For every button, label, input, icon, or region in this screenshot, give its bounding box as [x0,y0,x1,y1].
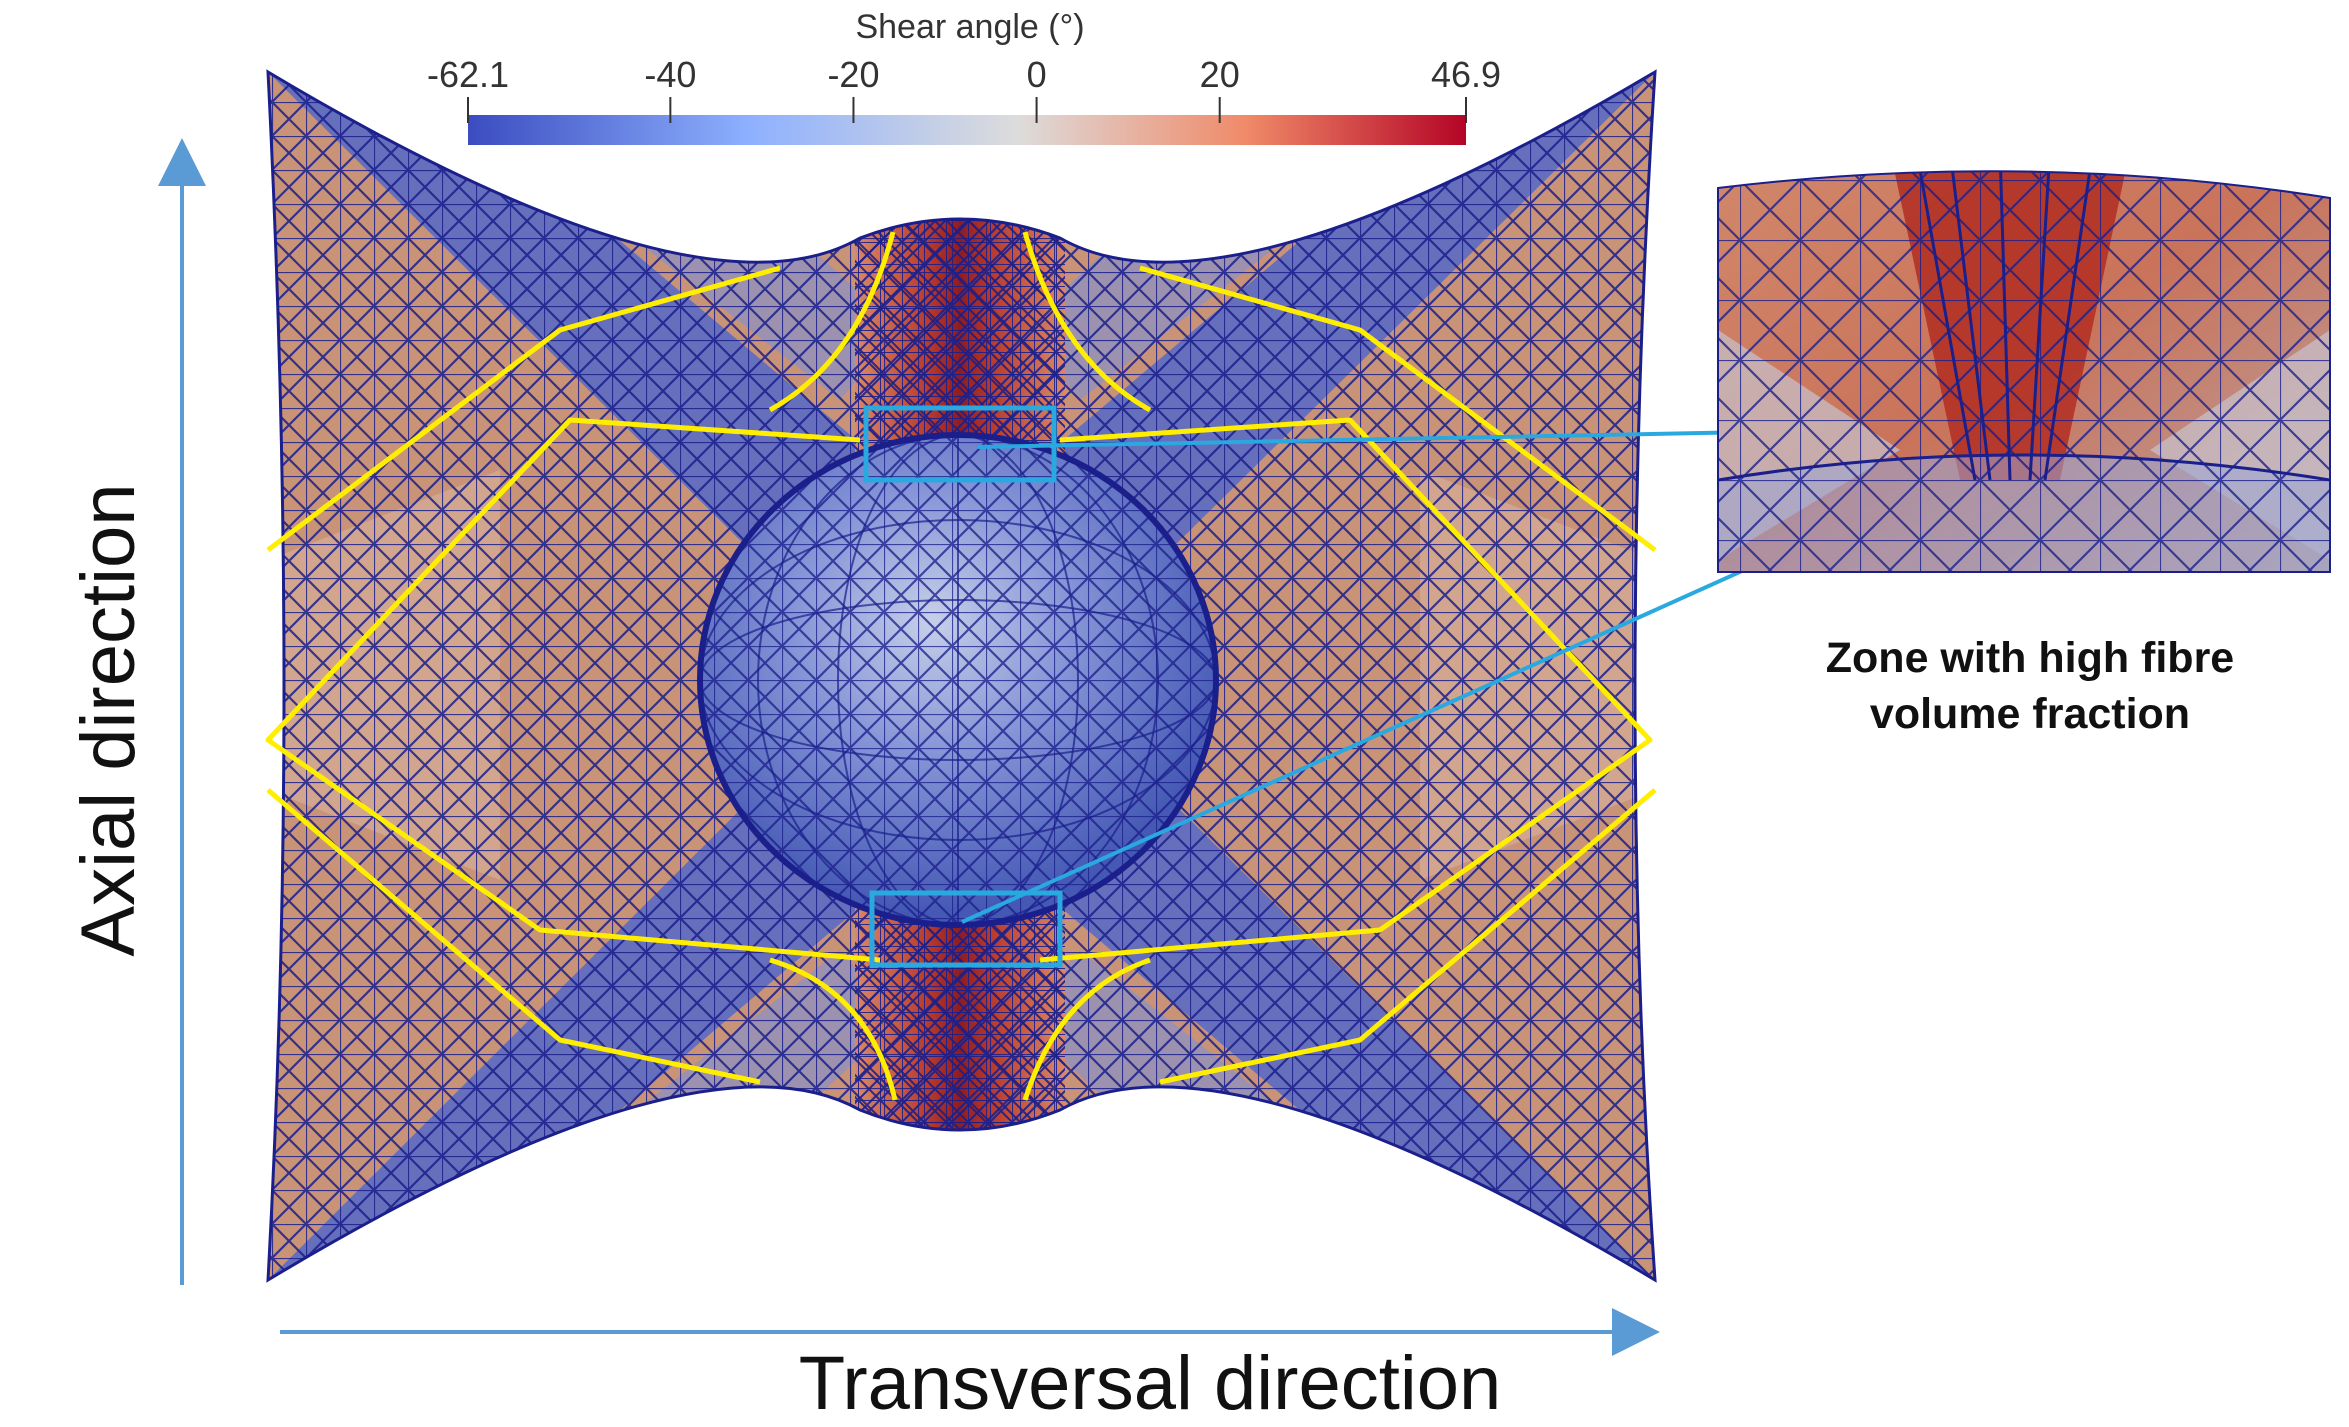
transversal-direction-label: Transversal direction [798,1341,1502,1426]
deformed-sheet [266,69,1657,1283]
yellow-contours [265,231,1657,1101]
contour-outer-right [1139,265,1657,1085]
contour-strip-bottom-right [1022,957,1151,1101]
contour-strip-bottom-left [769,957,898,1101]
colorbar-tick-label: -40 [644,54,696,95]
colorbar-tick-label: 46.9 [1431,54,1501,95]
colorbar-ticks: -62.1 -40 -20 0 20 46.9 [427,54,1501,123]
colorbar-tick-label: -62.1 [427,54,509,95]
colorbar-tick-label: 0 [1027,54,1047,95]
zone-annotation: Zone with high fibre volume fraction [1700,630,2349,742]
zone-annotation-line1: Zone with high fibre [1825,634,2235,682]
contour-inner-left [265,417,881,963]
zone-annotation-line2: volume fraction [1869,690,2191,738]
contour-inner-right [1039,417,1653,963]
colorbar-title: Shear angle (°) [855,8,1084,46]
callout-box-bottom [869,890,1063,968]
colorbar: Shear angle (°) -62.1 -40 -20 0 20 46.9 [427,8,1501,145]
colorbar-tick-label: 20 [1200,54,1240,95]
colorbar-tick-label: -20 [827,54,879,95]
colorbar-gradient [468,115,1466,145]
contour-strip-top-left [768,231,896,413]
contour-strip-top-right [1022,231,1152,413]
contour-outer-left [266,265,781,1085]
axial-direction-label: Axial direction [66,483,151,957]
dome [697,432,1219,928]
zoom-inset [1717,170,2331,573]
